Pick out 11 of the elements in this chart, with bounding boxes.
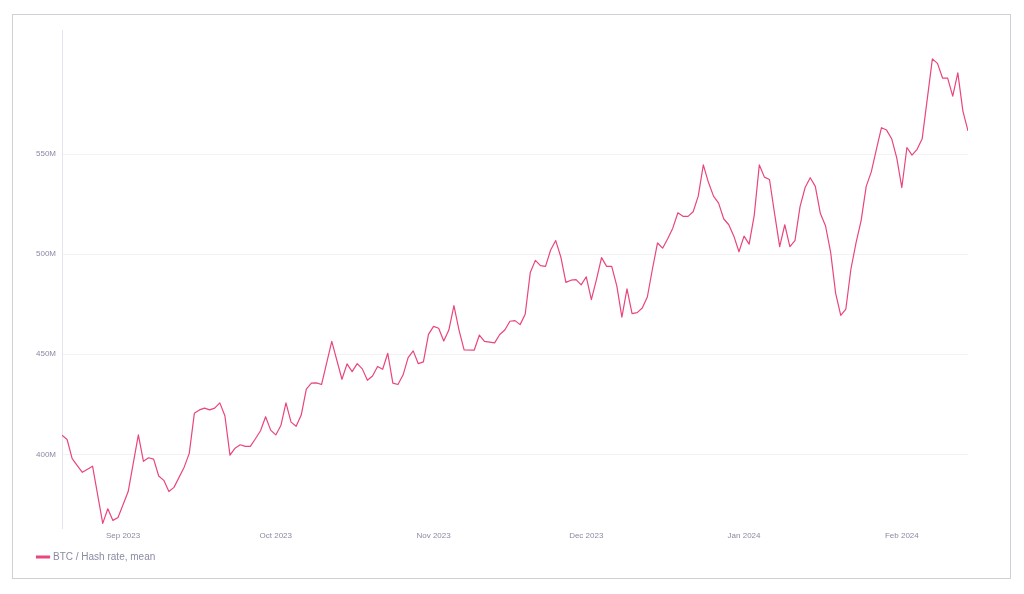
x-tick-label: Nov 2023 — [416, 531, 452, 541]
y-tick-label: 500M — [36, 249, 57, 259]
y-tick-label: 550M — [36, 149, 57, 159]
x-tick-label: Oct 2023 — [259, 531, 293, 541]
y-tick-label: 450M — [36, 349, 57, 359]
x-tick-label: Sep 2023 — [105, 531, 141, 541]
y-tick-label: 400M — [36, 449, 57, 459]
legend-label: BTC / Hash rate, mean — [53, 550, 156, 562]
x-tick-label: Feb 2024 — [884, 531, 920, 541]
x-tick-label: Dec 2023 — [569, 531, 604, 541]
x-tick-label: Jan 2024 — [727, 531, 762, 541]
